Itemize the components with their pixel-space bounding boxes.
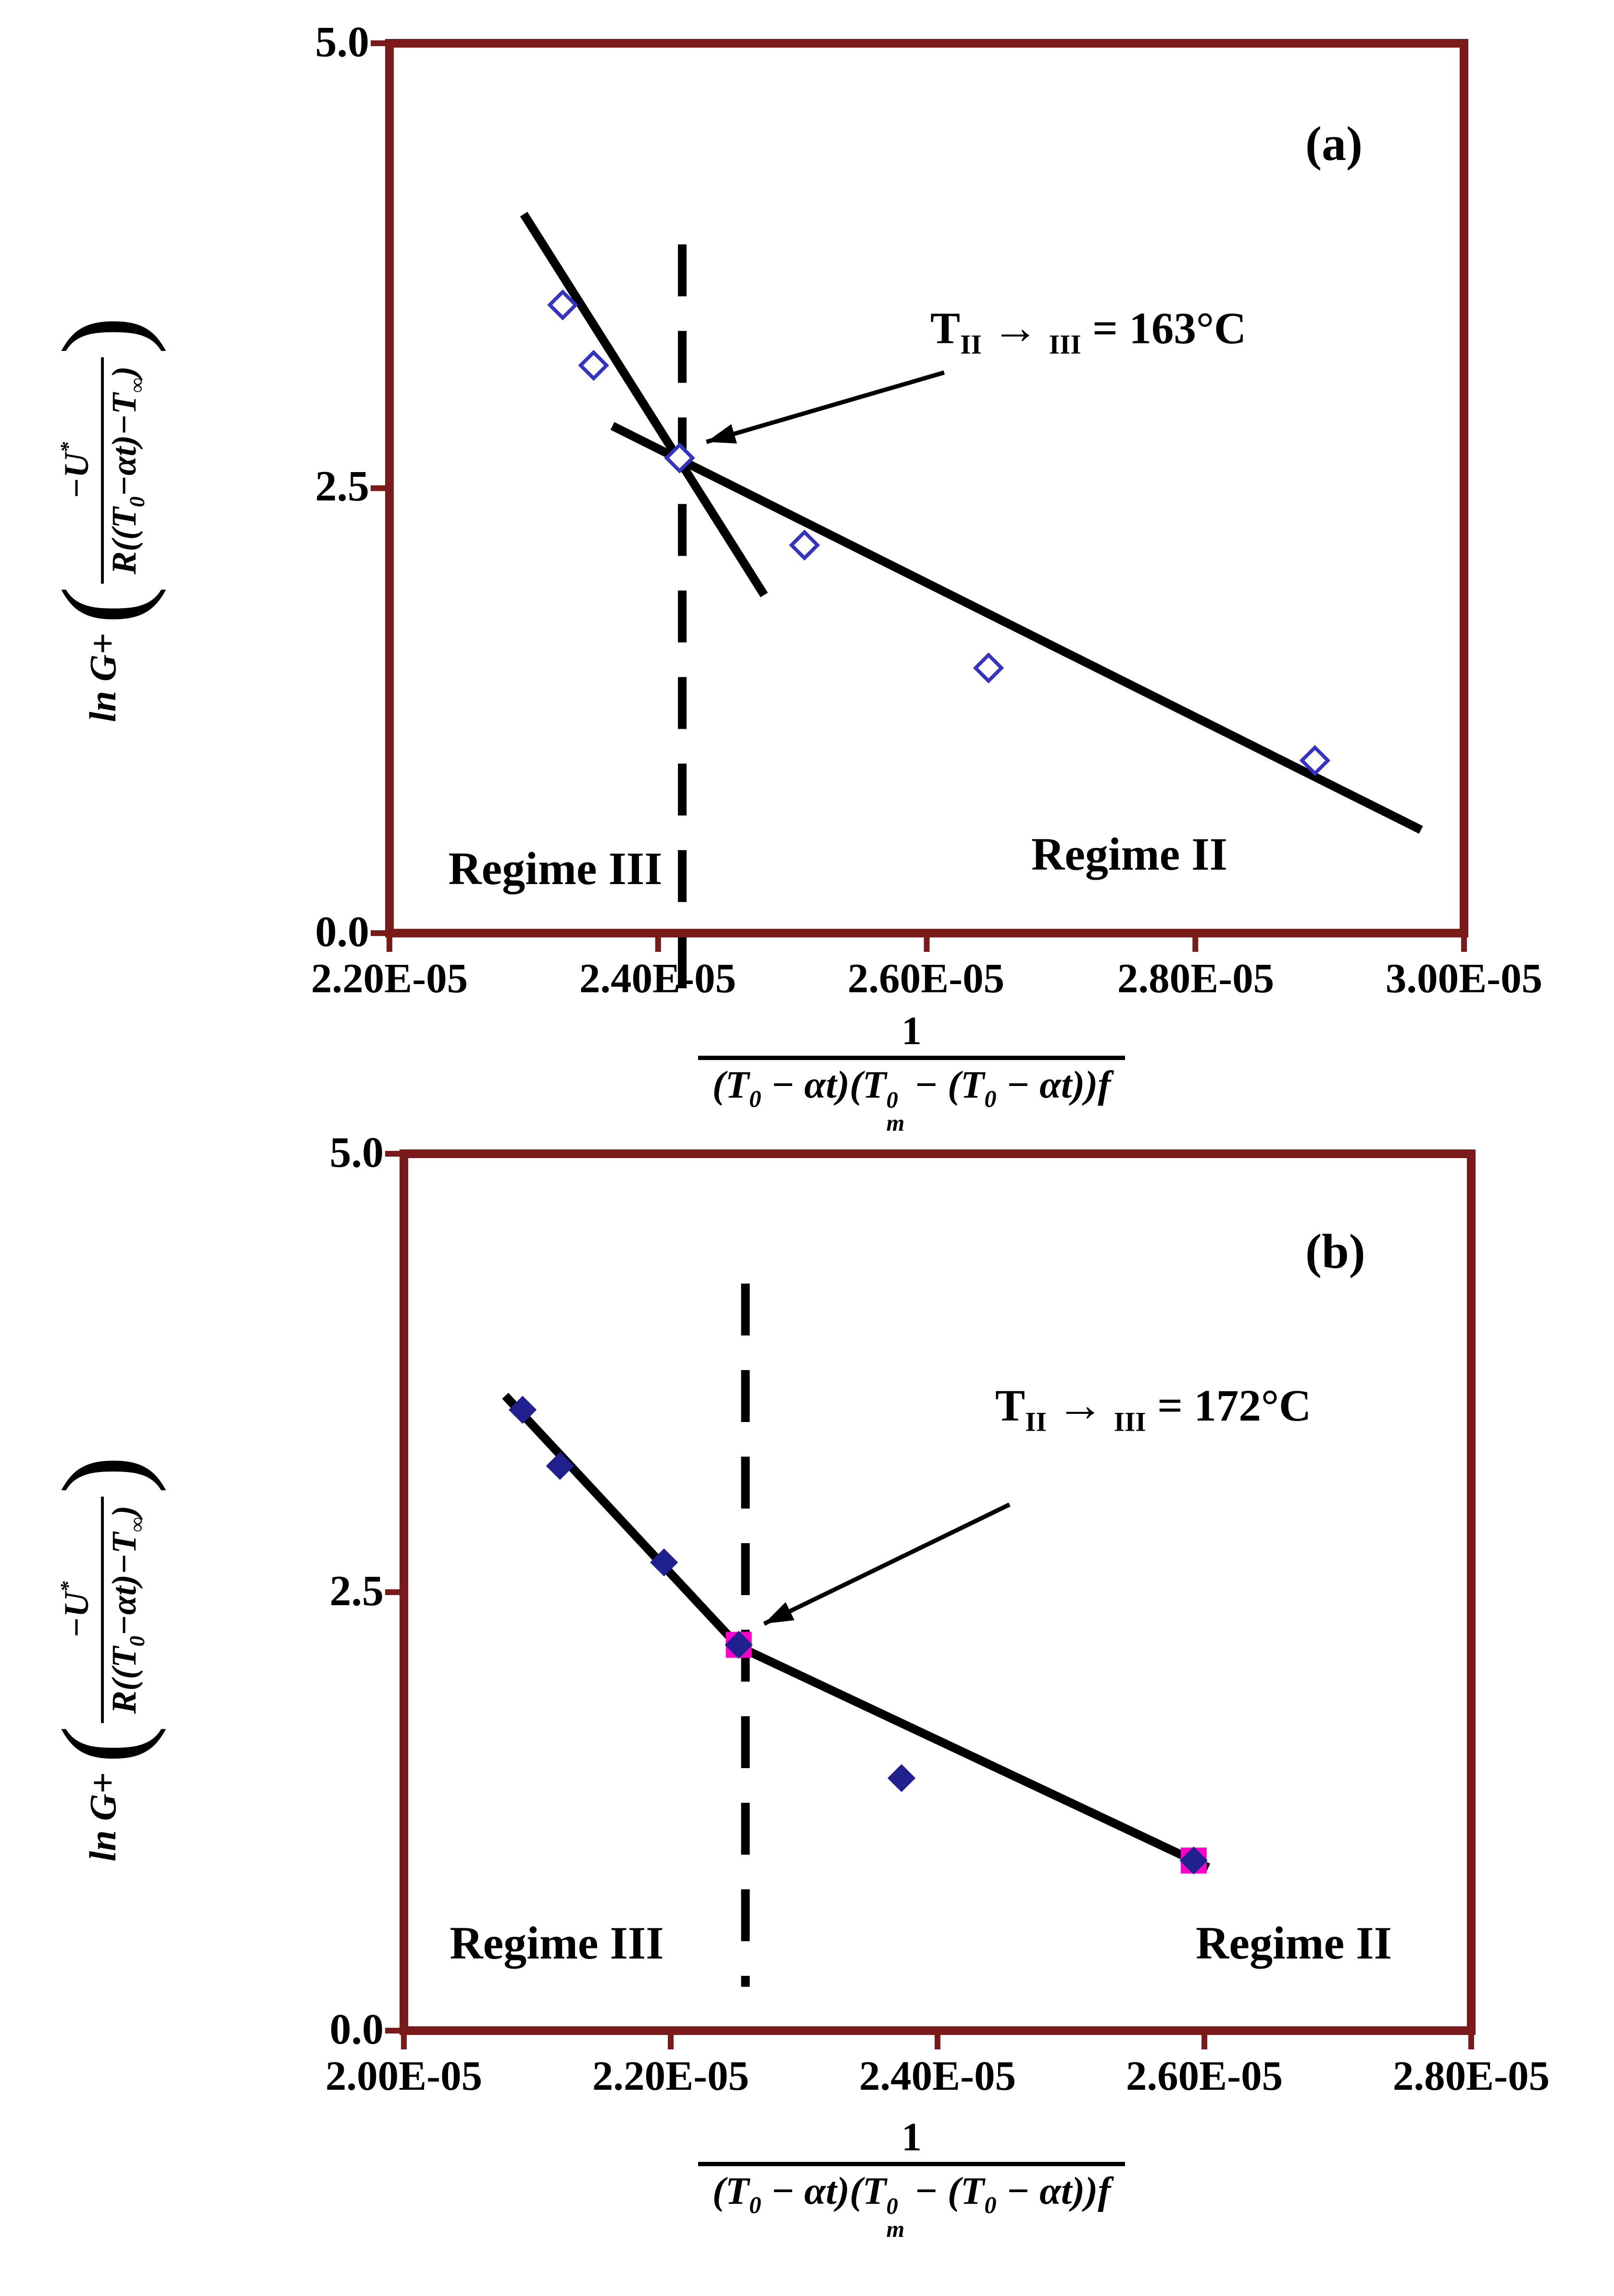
x-label-numerator: 1 (901, 2116, 922, 2160)
x-den-a: (T (712, 1063, 750, 1106)
plot-area-b (385, 1149, 1476, 2049)
annotation-value: = 163°C (1081, 303, 1247, 353)
y-label-fraction: −U* R((T0−αt)−T∞) (57, 357, 151, 583)
annotation-t: T (995, 1380, 1026, 1431)
x-den-b: − αt)(T (761, 2169, 887, 2212)
y-label-fraction: −U* R((T0−αt)−T∞) (57, 1497, 151, 1722)
x-den-d: − αt))f (996, 2169, 1111, 2212)
y-tick-label: 0.0 (329, 2006, 384, 2054)
x-tick-label: 2.40E-05 (859, 2054, 1016, 2100)
annotation-value: = 172°C (1146, 1380, 1312, 1431)
close-paren: ) (40, 316, 167, 355)
transition-annotation: TII → III = 172°C (995, 1380, 1311, 1440)
x-tick-label: 2.40E-05 (579, 956, 737, 1002)
panel-label-b: (b) (1305, 1226, 1365, 1279)
annotation-t: T (930, 303, 961, 353)
annotation-to: III (1114, 1408, 1146, 1438)
y-frac-den-sub0: 0 (126, 1635, 150, 1647)
regime-iii-label: Regime III (448, 842, 663, 894)
y-frac-numerator-sup: * (57, 442, 80, 453)
panel-label-a: (a) (1305, 118, 1363, 172)
plot-area-a (371, 39, 1468, 988)
x-label-numerator: 1 (901, 1010, 922, 1054)
open-paren: ( (40, 1725, 167, 1764)
x-den-a-sub: 0 (749, 2191, 762, 2219)
y-frac-numerator: −U (58, 452, 96, 499)
y-tick-label: 5.0 (329, 1129, 384, 1177)
x-den-a-sub: 0 (749, 1085, 762, 1113)
y-frac-den-c: ) (106, 1505, 144, 1517)
regime-ii-label: Regime II (1031, 828, 1227, 880)
panel-b: 5.0 2.5 0.0 2.00E-05 2.20E-05 2.40E-05 2… (0, 1129, 1614, 2296)
x-tick-label: 2.00E-05 (325, 2054, 483, 2100)
y-frac-den-b: −αt)−T (106, 1532, 144, 1636)
regime-ii-label: Regime II (1196, 1917, 1392, 1969)
annotation-from: II (1025, 1408, 1047, 1438)
y-frac-den-b: −αt)−T (106, 393, 144, 497)
x-den-b: − αt)(T (761, 1063, 887, 1106)
x-tick-label: 2.60E-05 (847, 956, 1005, 1002)
x-tick-label: 2.80E-05 (1117, 956, 1275, 1002)
tm0-sup: 0 (886, 2194, 898, 2220)
x-den-c: − (T (904, 1063, 985, 1106)
y-label-prefix: ln G+ (82, 633, 124, 723)
tm0-sub: m (886, 2216, 905, 2243)
y-tick-label: 5.0 (315, 19, 370, 66)
y-tick-label: 2.5 (329, 1568, 384, 1615)
tm0-sub: m (886, 1110, 905, 1136)
x-tick-label: 2.20E-05 (311, 956, 468, 1002)
y-frac-den-subinf: ∞ (126, 1517, 150, 1533)
x-label-denominator: (T0 − αt)(T 0 m − (T0 − αt))f (698, 2162, 1126, 2241)
x-den-c-sub: 0 (984, 2191, 997, 2219)
y-frac-den-subinf: ∞ (126, 377, 150, 393)
x-den-c-sub: 0 (984, 1085, 997, 1113)
y-frac-numerator: −U (58, 1592, 96, 1638)
transition-annotation: TII → III = 163°C (930, 303, 1246, 362)
y-label-prefix: ln G+ (82, 1772, 124, 1862)
annotation-to: III (1049, 330, 1081, 361)
y-frac-numerator-sup: * (57, 1581, 80, 1592)
x-label-denominator: (T0 − αt)(T 0 m − (T0 − αt))f (698, 1056, 1126, 1135)
y-tick-label: 2.5 (315, 463, 370, 511)
y-frac-den: R((T (106, 507, 144, 574)
x-den-c: − (T (904, 2169, 985, 2212)
y-frac-den-c: ) (106, 366, 144, 378)
x-tick-label: 2.80E-05 (1392, 2054, 1550, 2100)
x-axis-label: 1 (T0 − αt)(T 0 m − (T0 − αt))f (666, 1010, 1157, 1135)
right-arrow-icon: → (1056, 1380, 1104, 1432)
y-frac-den-sub0: 0 (126, 496, 150, 507)
x-den-a: (T (712, 2169, 750, 2212)
tm0-sup: 0 (886, 1087, 898, 1114)
x-axis-label: 1 (T0 − αt)(T 0 m − (T0 − αt))f (666, 2116, 1157, 2241)
panel-a: 5.0 2.5 0.0 2.20E-05 2.40E-05 2.60E-05 2… (0, 0, 1614, 1147)
open-paren: ( (40, 586, 167, 624)
y-axis-label: ln G+ ( −U* R((T0−αt)−T∞)) (40, 1455, 167, 1862)
x-tick-label: 2.60E-05 (1126, 2054, 1283, 2100)
right-arrow-icon: → (991, 303, 1039, 355)
close-paren: ) (40, 1455, 167, 1494)
x-den-d: − αt))f (996, 1063, 1111, 1106)
annotation-from: II (960, 330, 982, 361)
y-axis-label: ln G+ ( −U* R((T0−αt)−T∞)) (40, 316, 167, 723)
y-tick-label: 0.0 (315, 909, 370, 956)
x-tick-label: 2.20E-05 (592, 2054, 750, 2100)
x-tick-label: 3.00E-05 (1385, 956, 1543, 1002)
regime-iii-label: Regime III (450, 1917, 664, 1969)
y-frac-den: R((T (106, 1646, 144, 1714)
